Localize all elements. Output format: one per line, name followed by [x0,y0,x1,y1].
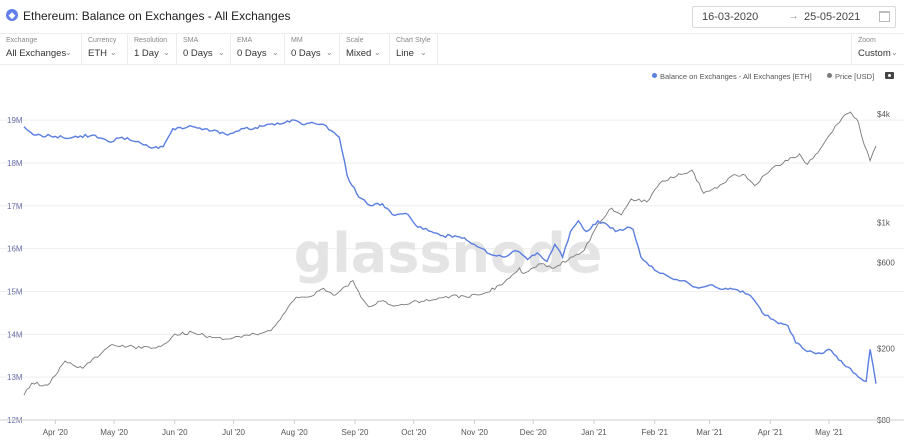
y-right-tick-label: $1k [877,218,891,227]
legend-dot-price [827,73,832,78]
camera-icon[interactable] [885,72,894,79]
sma-select[interactable]: SMA 0 Days ⌄ [177,34,231,64]
legend-label-balance: Balance on Exchanges - All Exchanges [ET… [660,72,812,81]
chevron-down-icon: ⌄ [110,48,117,57]
series-line-price [23,111,877,396]
legend-item-balance[interactable]: Balance on Exchanges - All Exchanges [ET… [652,72,812,84]
series-layer [23,111,877,396]
zoom-value: Custom [858,48,891,59]
x-tick-label: May '21 [815,428,843,437]
y-left-tick-label: 16M [7,245,23,254]
chevron-down-icon: ⌄ [163,48,170,57]
chevron-down-icon: ⌄ [65,48,72,57]
resolution-select[interactable]: Resolution 1 Day ⌄ [128,34,177,64]
legend-item-price[interactable]: Price [USD] [827,72,874,84]
ema-label: EMA [237,37,253,44]
date-start-field[interactable]: 16-03-2020 [702,11,759,23]
chart-style-value: Line [396,48,414,59]
x-tick-label: Dec '20 [520,428,547,437]
ema-select[interactable]: EMA 0 Days ⌄ [231,34,285,64]
mm-label: MM [291,37,303,44]
x-tick-label: May '20 [100,428,128,437]
x-tick-label: Oct '20 [401,428,427,437]
ema-value: 0 Days [237,48,267,59]
watermark-text: glassnode [294,222,603,285]
x-tick-label: Mar '21 [696,428,723,437]
y-left-tick-label: 14M [7,330,23,339]
chevron-down-icon: ⌄ [891,48,898,57]
x-tick-label: Aug '20 [281,428,308,437]
chevron-down-icon: ⌄ [218,48,225,57]
x-tick-label: Feb '21 [641,428,668,437]
zoom-select[interactable]: Zoom Custom ⌄ [851,34,904,64]
y-left-tick-label: 19M [7,116,23,125]
exchange-value: All Exchanges [6,48,67,59]
zoom-label: Zoom [858,37,876,44]
chart-style-label: Chart Style [396,37,431,44]
sma-label: SMA [183,37,199,44]
chart-title: Ethereum: Balance on Exchanges - All Exc… [23,9,291,23]
legend-label-price: Price [USD] [835,72,875,81]
filter-bar: Exchange All Exchanges ⌄ Currency ETH ⌄ … [0,33,904,65]
sma-value: 0 Days [183,48,213,59]
scale-value: Mixed [346,48,372,59]
x-axis: Apr '20 May '20 Jun '20 Jul '20 Aug '20 Sep '… [0,419,904,437]
series-line-balance [23,119,877,384]
date-range-picker[interactable]: 16-03-2020 → 25-05-2021 [692,6,896,28]
y-left-tick-label: 18M [7,159,23,168]
x-tick-label: Jun '20 [162,428,188,437]
mm-value: 0 Days [291,48,321,59]
scale-label: Scale [346,37,364,44]
currency-label: Currency [88,37,117,44]
y-left-tick-label: 13M [7,373,23,382]
ethereum-icon: ◆ [6,9,18,21]
currency-select[interactable]: Currency ETH ⌄ [82,34,128,64]
chart-header: ◆ Ethereum: Balance on Exchanges - All E… [0,0,904,32]
scale-select[interactable]: Scale Mixed ⌄ [340,34,390,64]
exchange-select[interactable]: Exchange All Exchanges ⌄ [0,34,82,64]
currency-value: ETH [88,48,107,59]
exchange-label: Exchange [6,37,38,44]
right-axis: $80$200$600$1k$4k [877,110,895,425]
y-left-tick-label: 17M [7,202,23,211]
chevron-down-icon: ⌄ [326,48,333,57]
mm-select[interactable]: MM 0 Days ⌄ [285,34,340,64]
resolution-label: Resolution [134,37,168,44]
chart-style-select[interactable]: Chart Style Line ⌄ [390,34,438,64]
x-tick-label: Sep '20 [342,428,369,437]
y-right-tick-label: $200 [877,344,895,353]
x-tick-label: Apr '21 [758,428,784,437]
y-left-tick-label: 15M [7,287,23,296]
x-tick-label: Jan '21 [581,428,607,437]
y-right-tick-label: $4k [877,110,891,119]
x-tick-label: Nov '20 [461,428,488,437]
resolution-value: 1 Day [134,48,159,59]
x-tick-label: Apr '20 [43,428,69,437]
chevron-down-icon: ⌄ [272,48,279,57]
legend-dot-balance [652,73,657,78]
y-right-tick-label: $600 [877,258,895,267]
date-end-field[interactable]: 25-05-2021 [804,11,861,23]
arrow-right-icon: → [788,10,799,22]
calendar-icon[interactable] [879,11,890,22]
chevron-down-icon: ⌄ [374,48,381,57]
x-tick-label: Jul '20 [222,428,245,437]
chevron-down-icon: ⌄ [420,48,427,57]
